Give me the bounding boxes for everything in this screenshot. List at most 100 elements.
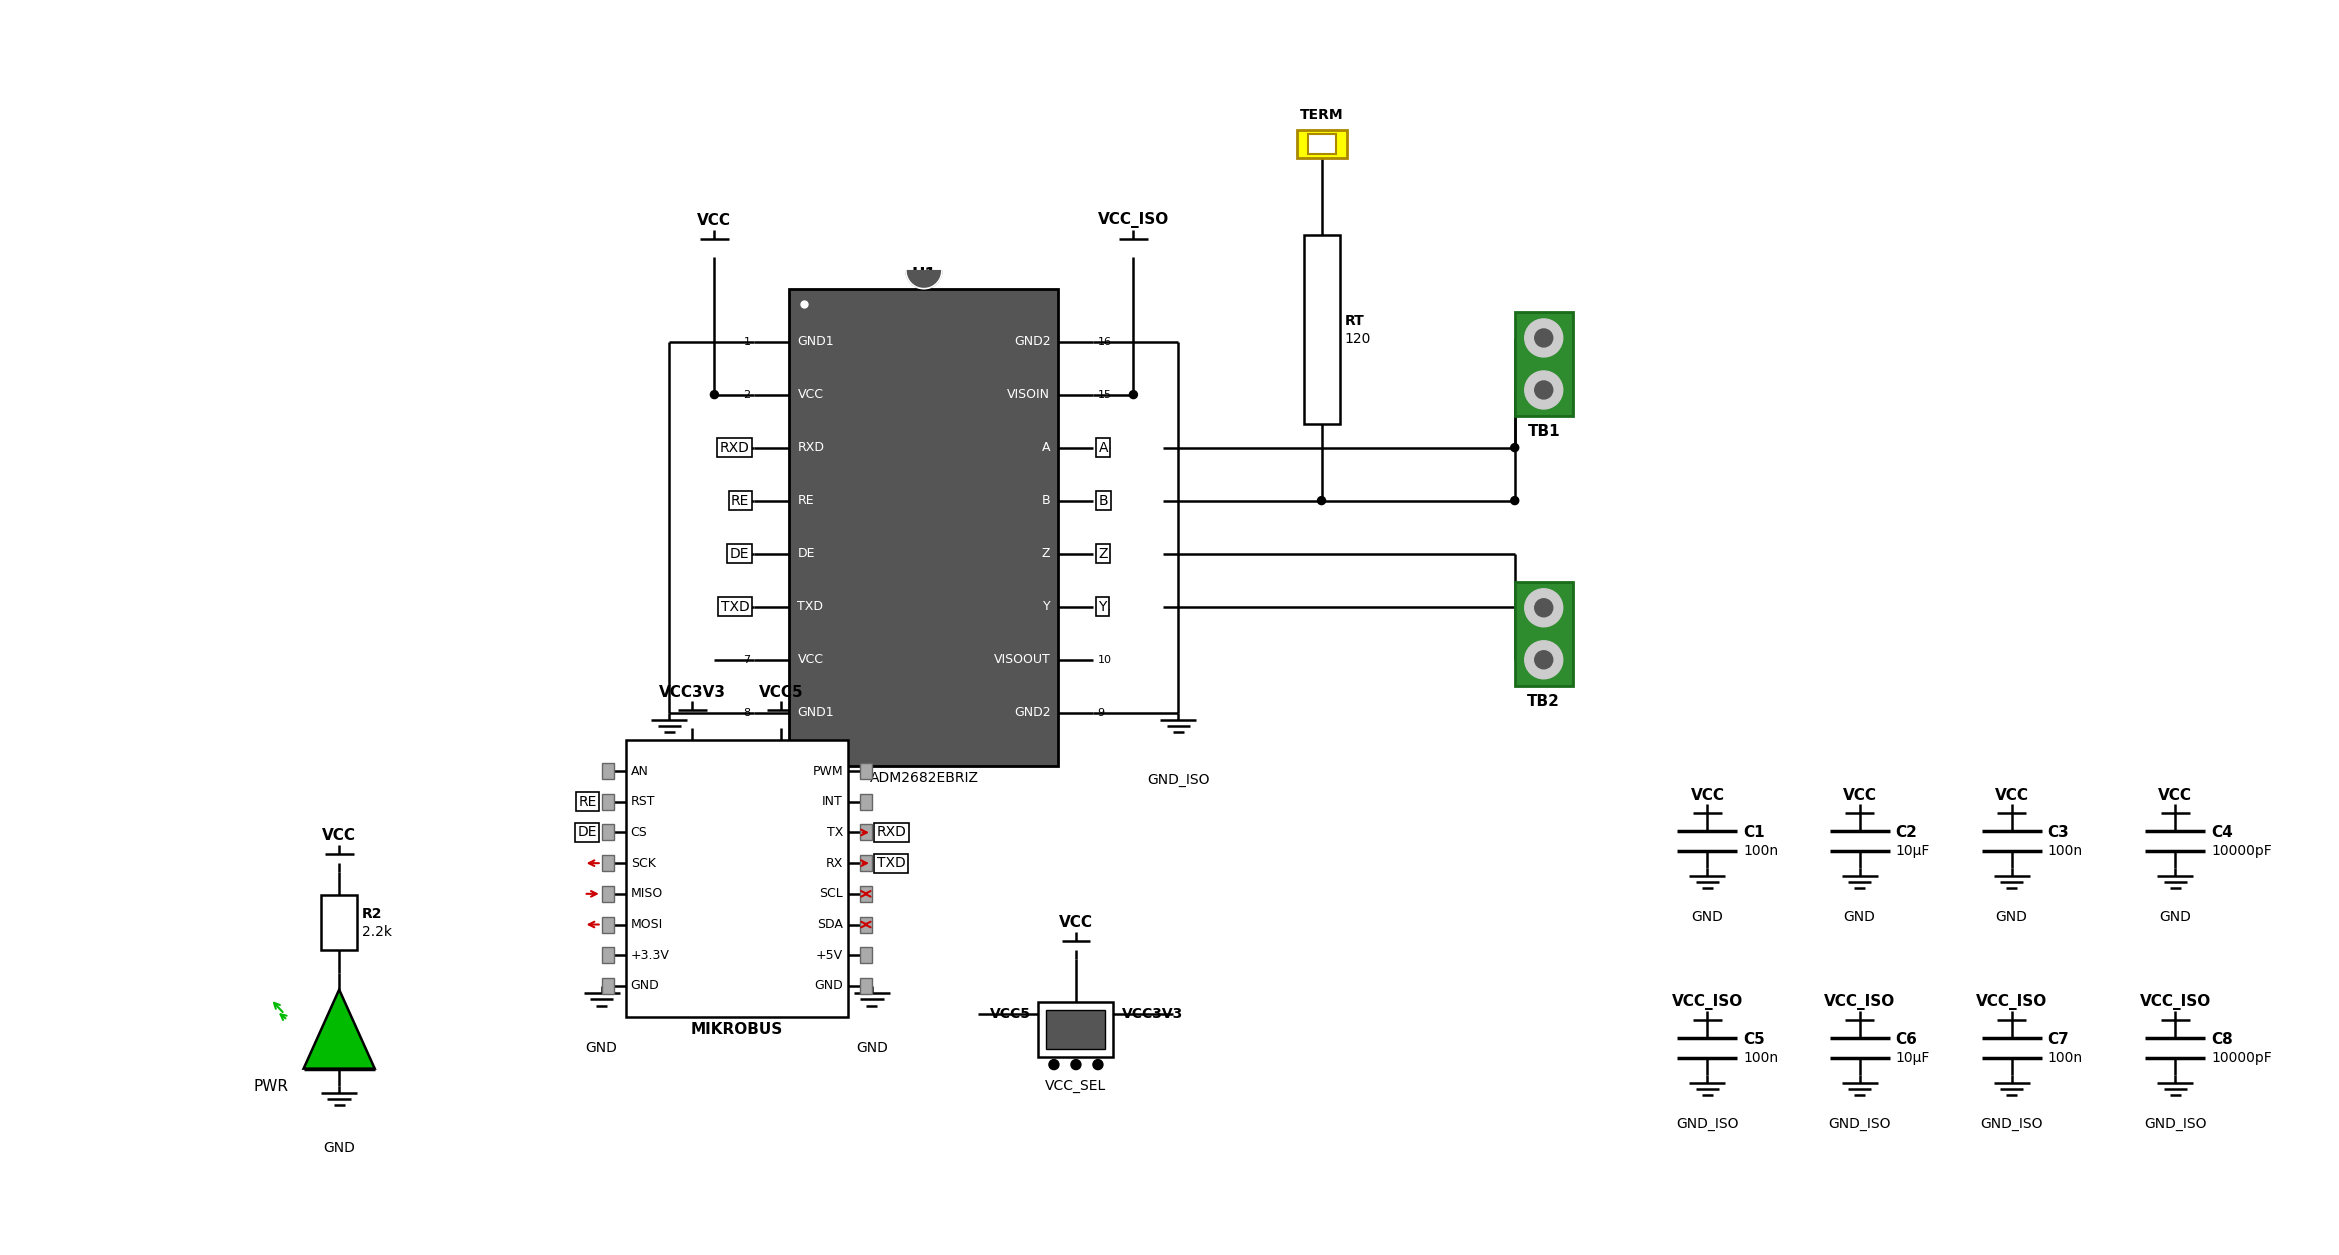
Text: 9: 9 <box>1097 708 1104 718</box>
Text: C5: C5 <box>1743 1033 1766 1048</box>
Text: C8: C8 <box>2210 1033 2234 1048</box>
Circle shape <box>1525 589 1562 626</box>
Bar <box>861 916 872 932</box>
Text: GND1: GND1 <box>798 707 835 719</box>
Bar <box>320 895 358 950</box>
Text: U1: U1 <box>912 266 936 284</box>
Text: VCC5: VCC5 <box>758 685 805 699</box>
Text: GND: GND <box>632 979 660 993</box>
Bar <box>861 855 872 871</box>
Text: VISOIN: VISOIN <box>1008 388 1050 402</box>
Text: GND_ISO: GND_ISO <box>1829 1117 1890 1132</box>
Text: GND: GND <box>1995 910 2028 925</box>
Bar <box>1303 236 1340 424</box>
Text: DE: DE <box>798 547 814 560</box>
Bar <box>601 825 613 841</box>
Bar <box>601 916 613 932</box>
Text: PWR: PWR <box>253 1078 288 1093</box>
Text: TXD: TXD <box>798 600 823 614</box>
Text: VCC3V3: VCC3V3 <box>1120 1007 1184 1022</box>
Text: GND: GND <box>1691 910 1724 925</box>
Text: GND_ISO: GND_ISO <box>1146 773 1209 787</box>
Bar <box>861 978 872 994</box>
Text: 2.2k: 2.2k <box>363 925 393 940</box>
Text: GND: GND <box>585 1040 617 1055</box>
Bar <box>601 978 613 994</box>
Bar <box>601 794 613 809</box>
Text: MISO: MISO <box>632 887 662 900</box>
Bar <box>861 763 872 779</box>
Text: GND2: GND2 <box>1013 707 1050 719</box>
Text: C3: C3 <box>2047 826 2070 841</box>
Text: GND: GND <box>1843 910 1876 925</box>
Text: 10000pF: 10000pF <box>2210 1050 2271 1065</box>
Text: RXD: RXD <box>798 441 823 454</box>
Text: 2: 2 <box>744 389 751 399</box>
Circle shape <box>1525 371 1562 409</box>
Text: TXD: TXD <box>877 856 905 870</box>
Text: 12: 12 <box>1097 548 1111 558</box>
Text: R2: R2 <box>363 907 384 921</box>
Text: 15: 15 <box>1097 389 1111 399</box>
Bar <box>1516 312 1572 415</box>
Text: 7: 7 <box>744 655 751 665</box>
Bar <box>861 886 872 902</box>
Circle shape <box>1317 497 1326 505</box>
Bar <box>1039 1001 1113 1057</box>
Text: 4: 4 <box>744 496 751 506</box>
Circle shape <box>1525 319 1562 356</box>
Text: Z: Z <box>1041 547 1050 560</box>
Bar <box>625 740 847 1017</box>
Text: ADM2682EBRIZ: ADM2682EBRIZ <box>870 771 978 784</box>
Text: C6: C6 <box>1895 1033 1918 1048</box>
Circle shape <box>1534 651 1553 669</box>
Text: DE: DE <box>730 547 748 561</box>
Bar <box>1046 1009 1106 1049</box>
Text: 100n: 100n <box>2047 1050 2082 1065</box>
Text: +3.3V: +3.3V <box>632 949 669 961</box>
Circle shape <box>1511 443 1518 452</box>
Bar <box>1516 582 1572 685</box>
Polygon shape <box>905 271 943 289</box>
Circle shape <box>1525 641 1562 679</box>
Bar <box>861 794 872 809</box>
Text: 11: 11 <box>1097 601 1111 611</box>
Text: VCC: VCC <box>2159 788 2192 802</box>
Text: DE: DE <box>578 826 596 840</box>
Circle shape <box>1534 599 1553 616</box>
Bar <box>1296 131 1347 158</box>
Circle shape <box>1071 1059 1081 1069</box>
Text: VCC: VCC <box>1843 788 1876 802</box>
Text: GND: GND <box>653 773 685 787</box>
Polygon shape <box>304 989 374 1068</box>
Circle shape <box>711 390 718 399</box>
Text: TXD: TXD <box>720 600 748 614</box>
Text: GND_ISO: GND_ISO <box>1981 1117 2042 1132</box>
Text: 8: 8 <box>744 708 751 718</box>
Text: RXD: RXD <box>877 826 908 840</box>
Circle shape <box>1534 329 1553 346</box>
Text: 100n: 100n <box>2047 843 2082 858</box>
Text: VCC_ISO: VCC_ISO <box>1824 994 1895 1009</box>
Text: TB1: TB1 <box>1527 424 1560 439</box>
Text: 16: 16 <box>1097 336 1111 346</box>
Text: C7: C7 <box>2047 1033 2070 1048</box>
Text: 13: 13 <box>1097 496 1111 506</box>
Text: C2: C2 <box>1895 826 1918 841</box>
Bar <box>601 948 613 963</box>
Text: 100n: 100n <box>1743 1050 1778 1065</box>
Text: RXD: RXD <box>720 441 748 454</box>
Text: C1: C1 <box>1743 826 1766 841</box>
Text: AN: AN <box>632 764 648 778</box>
Circle shape <box>1534 382 1553 399</box>
Text: B: B <box>1041 494 1050 507</box>
Text: 14: 14 <box>1097 443 1111 453</box>
Text: RT: RT <box>1345 315 1364 329</box>
Text: RE: RE <box>732 493 748 507</box>
Text: 10000pF: 10000pF <box>2210 843 2271 858</box>
Text: RE: RE <box>798 494 814 507</box>
Text: SDA: SDA <box>816 917 842 931</box>
Text: +5V: +5V <box>816 949 842 961</box>
Bar <box>601 763 613 779</box>
Text: RST: RST <box>632 796 655 808</box>
